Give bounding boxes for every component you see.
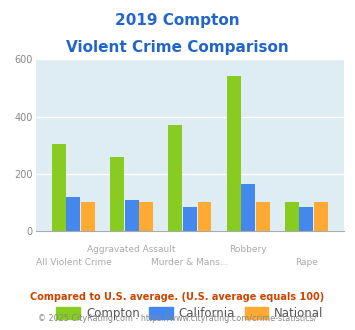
Text: 2019 Compton: 2019 Compton [115, 13, 240, 28]
Text: Robbery: Robbery [229, 245, 267, 254]
Bar [168, 125, 182, 231]
Bar [256, 202, 270, 231]
Bar [226, 76, 241, 231]
Bar [241, 184, 255, 231]
Bar [110, 157, 124, 231]
Text: Rape: Rape [295, 258, 318, 267]
Bar [300, 207, 313, 231]
Bar [183, 207, 197, 231]
Bar [197, 202, 212, 231]
Legend: Compton, California, National: Compton, California, National [52, 302, 328, 325]
Text: © 2025 CityRating.com - https://www.cityrating.com/crime-statistics/: © 2025 CityRating.com - https://www.city… [38, 314, 317, 323]
Text: Compared to U.S. average. (U.S. average equals 100): Compared to U.S. average. (U.S. average … [31, 292, 324, 302]
Text: Violent Crime Comparison: Violent Crime Comparison [66, 40, 289, 54]
Bar [81, 202, 95, 231]
Bar [285, 202, 299, 231]
Bar [314, 202, 328, 231]
Bar [52, 144, 66, 231]
Bar [125, 200, 139, 231]
Bar [139, 202, 153, 231]
Text: All Violent Crime: All Violent Crime [36, 258, 111, 267]
Bar [66, 197, 80, 231]
Text: Aggravated Assault: Aggravated Assault [87, 245, 176, 254]
Text: Murder & Mans...: Murder & Mans... [151, 258, 229, 267]
